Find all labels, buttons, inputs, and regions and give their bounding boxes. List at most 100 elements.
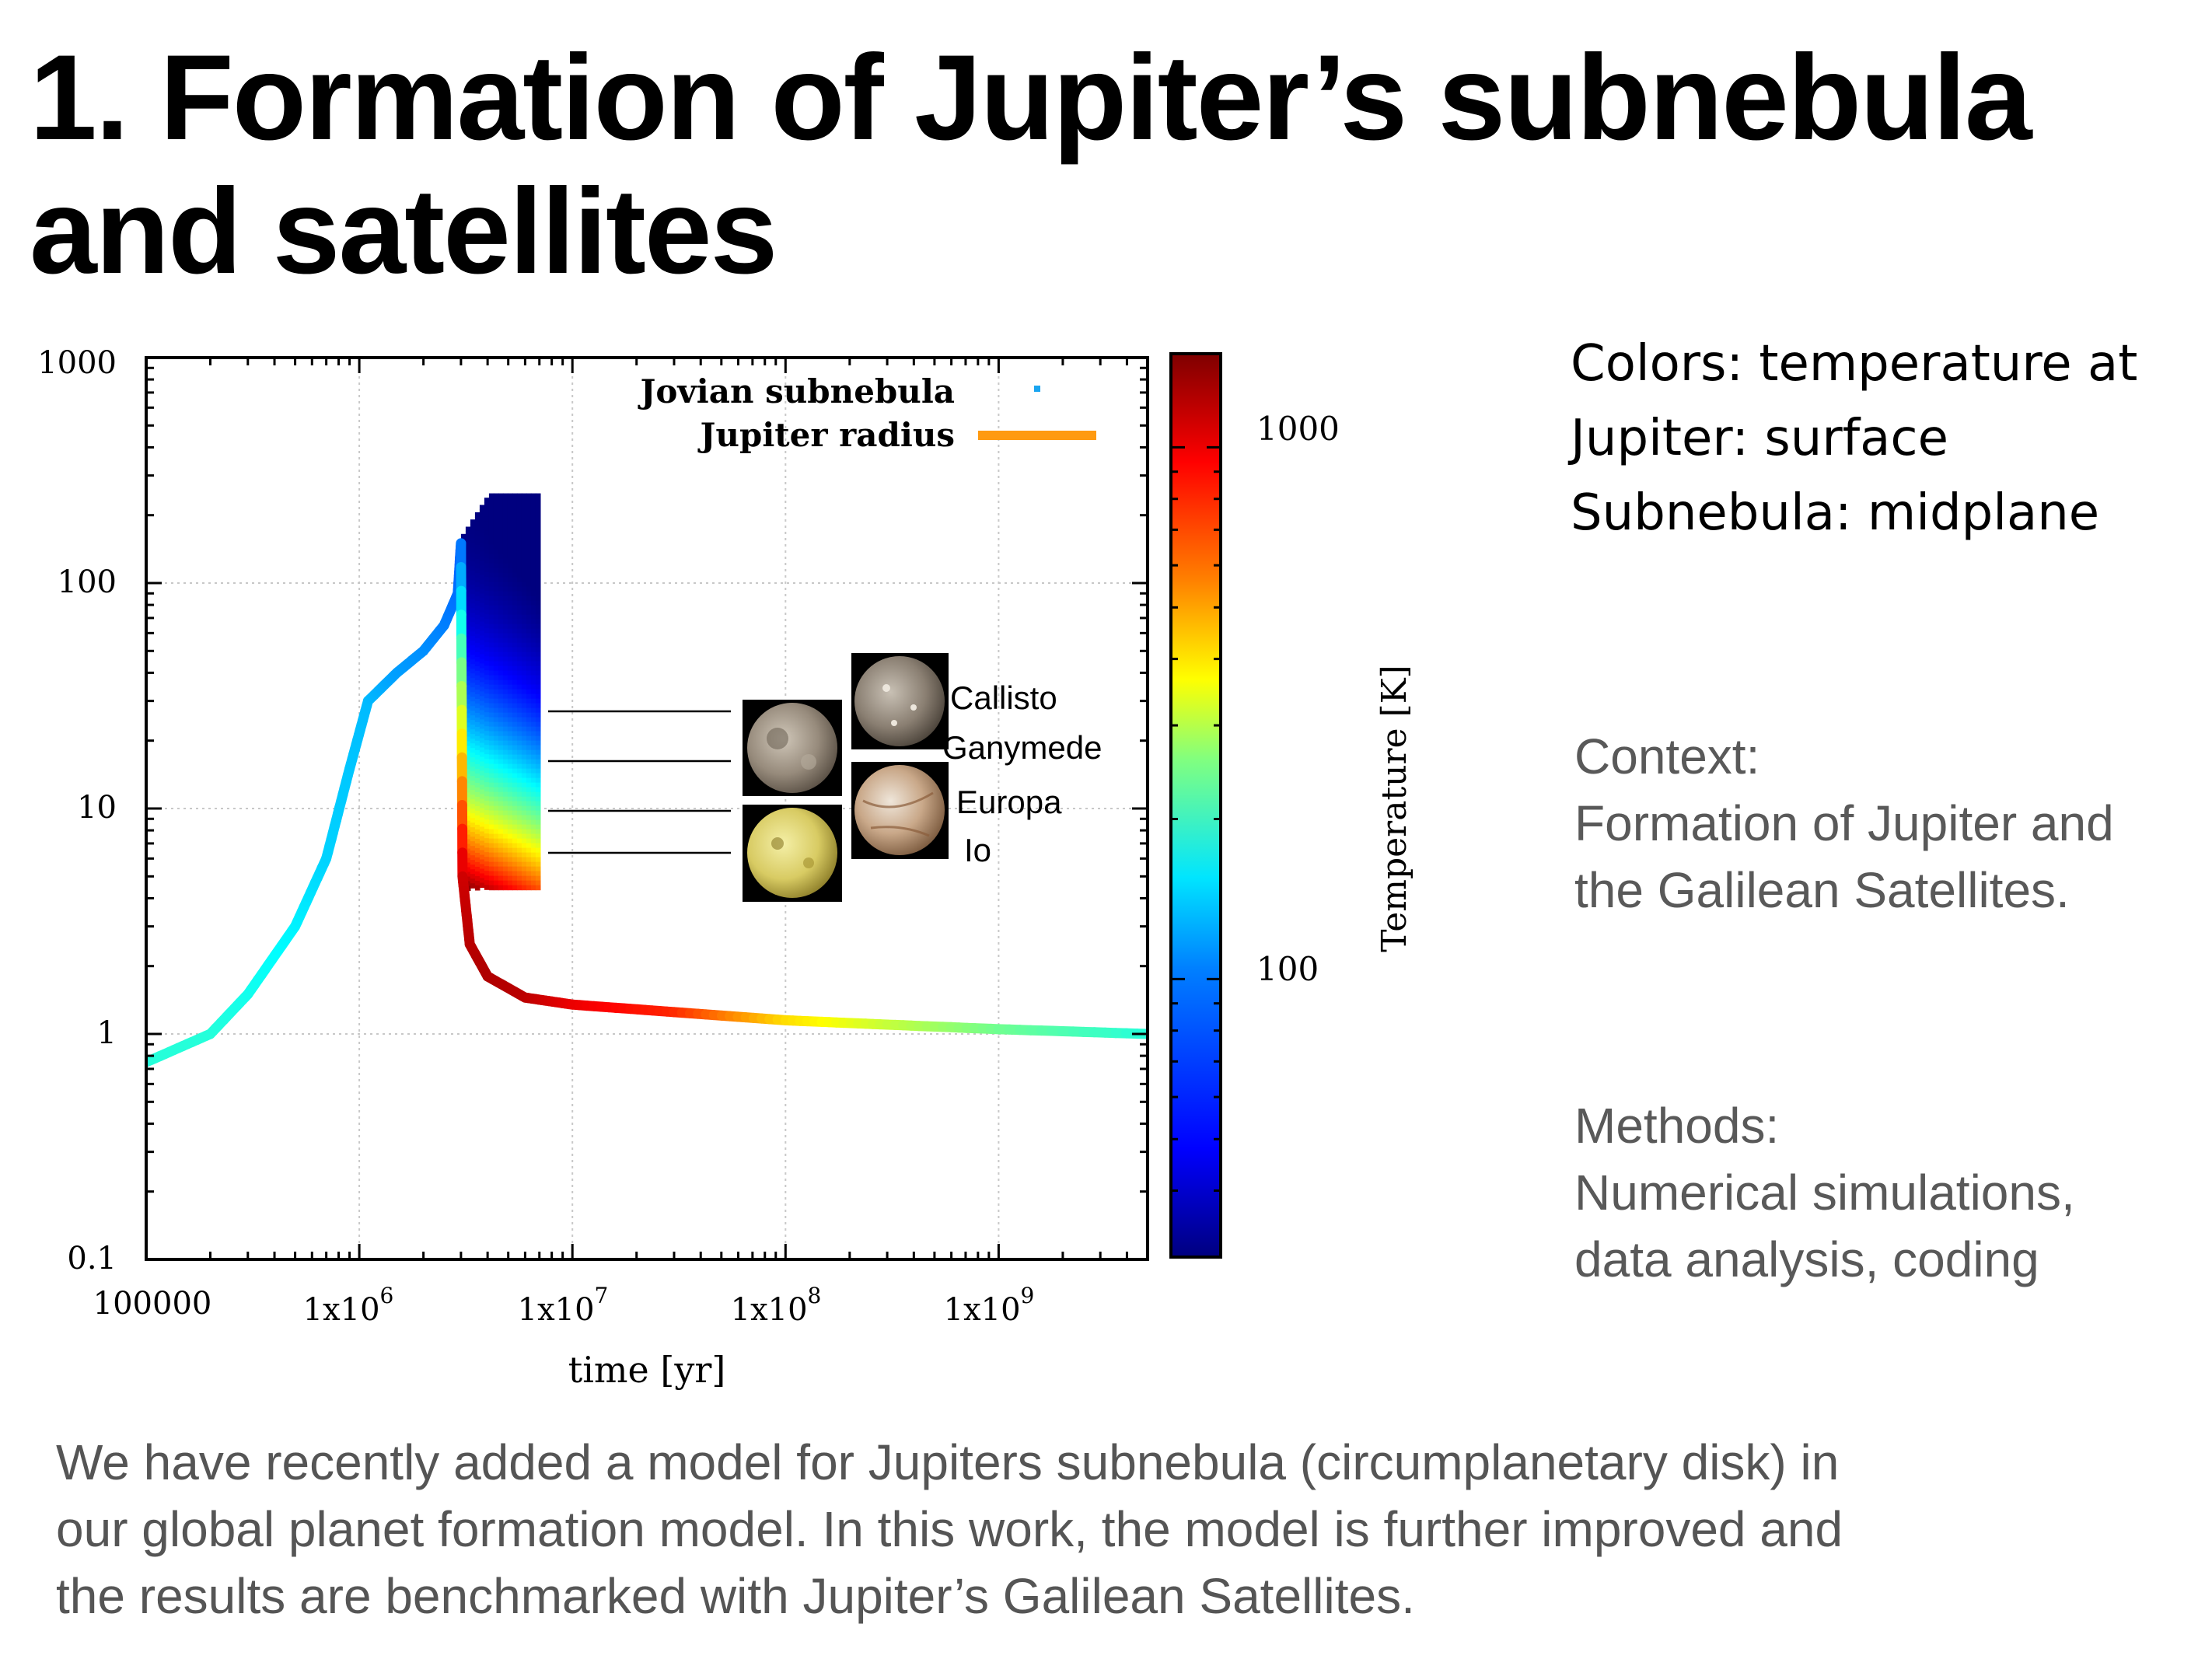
subnebula-cell [493,735,499,742]
subnebula-cell [498,801,504,807]
subnebula-cell [465,788,471,794]
subnebula-cell [530,857,536,863]
subnebula-cell [502,642,508,648]
subnebula-cell [516,829,522,835]
subnebula-cell [535,623,541,630]
subnebula-cell [465,638,471,644]
subnebula-cell [516,689,522,695]
subnebula-cell [493,577,499,583]
subnebula-cell [465,736,471,742]
subnebula-cell [530,731,536,737]
subnebula-cell [488,675,494,681]
subnebula-cell [512,717,518,723]
subnebula-cell [516,698,522,704]
subnebula-cell [465,741,471,747]
subnebula-cell [498,684,504,690]
context-line: the Galilean Satellites. [1574,862,2070,918]
subnebula-cell [507,670,513,676]
subnebula-cell [470,687,476,693]
subnebula-cell [526,712,532,718]
subnebula-cell [493,647,499,653]
subnebula-cell [498,773,504,779]
subnebula-cell [512,754,518,760]
subnebula-cell [502,614,508,620]
subnebula-cell [507,777,513,784]
subnebula-cell [484,526,490,531]
subnebula-cell [535,609,541,616]
subnebula-cell [465,848,471,854]
subnebula-cell [512,535,518,541]
subnebula-cell [479,700,485,707]
subnebula-cell [535,577,541,583]
subnebula-cell [521,595,527,602]
subnebula-cell [535,614,541,620]
subnebula-cell [465,582,471,589]
subnebula-cell [512,656,518,662]
subnebula-cell [484,670,490,676]
x-tick-label-1e6: 1x106 [303,1283,394,1328]
subnebula-cell [512,582,518,588]
subnebula-cell [498,791,504,798]
subnebula-cell [512,502,518,508]
subnebula-cell [488,665,494,672]
subnebula-cell [474,861,480,868]
subnebula-cell [507,512,513,518]
subnebula-cell [507,885,513,891]
subnebula-cell [470,552,476,557]
subnebula-cell [521,740,527,746]
subnebula-cell [512,623,518,630]
subnebula-cell [479,509,485,515]
subnebula-cell [498,502,504,508]
subnebula-cell [484,773,490,778]
subnebula-cell [465,708,471,714]
subnebula-cell [516,759,522,765]
subnebula-cell [465,830,471,836]
subnebula-cell [479,565,485,571]
subnebula-cell [507,689,513,695]
subnebula-cell [502,796,508,802]
subnebula-cell [516,843,522,849]
subnebula-cell [521,572,527,578]
subnebula-cell [530,572,536,578]
subnebula-cell [479,831,485,837]
subnebula-cell [530,549,536,555]
subnebula-cell [498,824,504,830]
subnebula-cell [470,631,476,637]
subnebula-cell [530,619,536,625]
subnebula-cell [516,605,522,611]
subnebula-cell [521,605,527,611]
subnebula-cell [502,498,508,504]
subnebula-cell [507,558,513,564]
subnebula-cell [498,675,504,681]
subnebula-cell [484,819,490,825]
subnebula-cell [488,749,494,756]
subnebula-cell [516,833,522,840]
subnebula-cell [512,675,518,681]
subnebula-cell [521,493,527,499]
subnebula-cell [465,592,471,598]
subnebula-cell [512,684,518,690]
subnebula-cell [502,582,508,588]
subnebula-cell [465,834,471,840]
subnebula-cell [484,707,490,713]
subnebula-cell [488,689,494,695]
subnebula-cell [512,568,518,574]
subnebula-cell [484,717,490,722]
subnebula-cell [516,661,522,667]
subnebula-cell [498,782,504,788]
subnebula-cell [479,756,485,763]
subnebula-cell [521,591,527,597]
subnebula-cell [470,585,476,590]
subnebula-cell [507,502,513,508]
subnebula-cell [498,857,504,863]
subnebula-cell [530,554,536,560]
subnebula-cell [535,791,541,798]
subnebula-cell [507,637,513,644]
subnebula-cell [465,871,471,878]
subnebula-cell [516,498,522,504]
subnebula-cell [530,684,536,690]
subnebula-cell [526,866,532,872]
subnebula-cell [530,679,536,686]
subnebula-cell [526,693,532,700]
subnebula-cell [507,535,513,541]
